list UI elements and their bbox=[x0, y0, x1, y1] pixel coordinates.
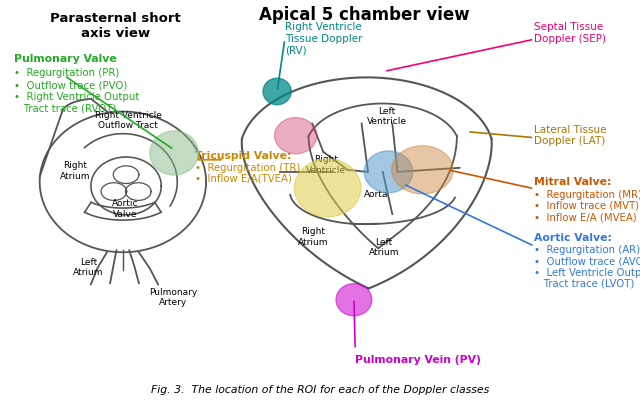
Text: Pulmonary Valve: Pulmonary Valve bbox=[14, 54, 117, 64]
Text: Left
Ventricle: Left Ventricle bbox=[367, 107, 407, 126]
Text: Mitral Valve:: Mitral Valve: bbox=[534, 176, 612, 186]
Text: Left
Atrium: Left Atrium bbox=[73, 257, 104, 276]
Ellipse shape bbox=[364, 152, 413, 193]
Text: •  Outflow trace (PVO): • Outflow trace (PVO) bbox=[14, 80, 127, 90]
Text: Aorta: Aorta bbox=[364, 190, 388, 199]
Text: Right
Ventricle: Right Ventricle bbox=[307, 155, 346, 174]
Text: Left
Atrium: Left Atrium bbox=[369, 237, 399, 256]
Ellipse shape bbox=[263, 79, 291, 105]
Text: Aortic
Valve: Aortic Valve bbox=[111, 199, 138, 218]
Text: Apical 5 chamber view: Apical 5 chamber view bbox=[259, 6, 470, 24]
Text: •  Regurgitation (TR): • Regurgitation (TR) bbox=[195, 162, 301, 172]
Text: Tract trace (RVOT): Tract trace (RVOT) bbox=[14, 103, 116, 113]
Text: •  Inflow E/A(TVEA): • Inflow E/A(TVEA) bbox=[195, 173, 292, 183]
Text: •  Right Ventricle Output: • Right Ventricle Output bbox=[14, 92, 140, 102]
Text: Pulmonary Vein (PV): Pulmonary Vein (PV) bbox=[355, 354, 481, 364]
Text: Right Ventricle
Tissue Doppler
(RV): Right Ventricle Tissue Doppler (RV) bbox=[285, 22, 362, 55]
Ellipse shape bbox=[336, 284, 372, 316]
Text: •  Inflow trace (MVT): • Inflow trace (MVT) bbox=[534, 200, 639, 211]
Text: Parasternal short
axis view: Parasternal short axis view bbox=[50, 12, 180, 40]
Text: •  Inflow E/A (MVEA): • Inflow E/A (MVEA) bbox=[534, 212, 637, 222]
Text: Lateral Tissue
Doppler (LAT): Lateral Tissue Doppler (LAT) bbox=[534, 124, 607, 146]
Text: •  Left Ventricle Output: • Left Ventricle Output bbox=[534, 267, 640, 277]
Text: •  Regurgitation (AR): • Regurgitation (AR) bbox=[534, 245, 640, 255]
Ellipse shape bbox=[294, 160, 361, 217]
Text: Fig. 3.  The location of the ROI for each of the Doppler classes: Fig. 3. The location of the ROI for each… bbox=[151, 384, 489, 394]
Text: •  Regurgitation (MR): • Regurgitation (MR) bbox=[534, 189, 640, 199]
Text: Tricuspid Valve:: Tricuspid Valve: bbox=[195, 150, 292, 160]
Text: Tract trace (LVOT): Tract trace (LVOT) bbox=[534, 278, 635, 288]
Ellipse shape bbox=[150, 132, 198, 176]
Text: Right Ventricle
Outflow Tract: Right Ventricle Outflow Tract bbox=[95, 111, 161, 130]
Ellipse shape bbox=[392, 146, 453, 194]
Text: Right
Atrium: Right Atrium bbox=[298, 227, 329, 246]
Text: Right
Atrium: Right Atrium bbox=[60, 161, 91, 180]
Text: Pulmonary
Artery: Pulmonary Artery bbox=[148, 287, 197, 306]
Text: •  Regurgitation (PR): • Regurgitation (PR) bbox=[14, 68, 120, 78]
Ellipse shape bbox=[275, 118, 317, 154]
Text: Septal Tissue
Doppler (SEP): Septal Tissue Doppler (SEP) bbox=[534, 22, 607, 44]
Text: Aortic Valve:: Aortic Valve: bbox=[534, 233, 612, 243]
Text: •  Outflow trace (AVO): • Outflow trace (AVO) bbox=[534, 256, 640, 266]
